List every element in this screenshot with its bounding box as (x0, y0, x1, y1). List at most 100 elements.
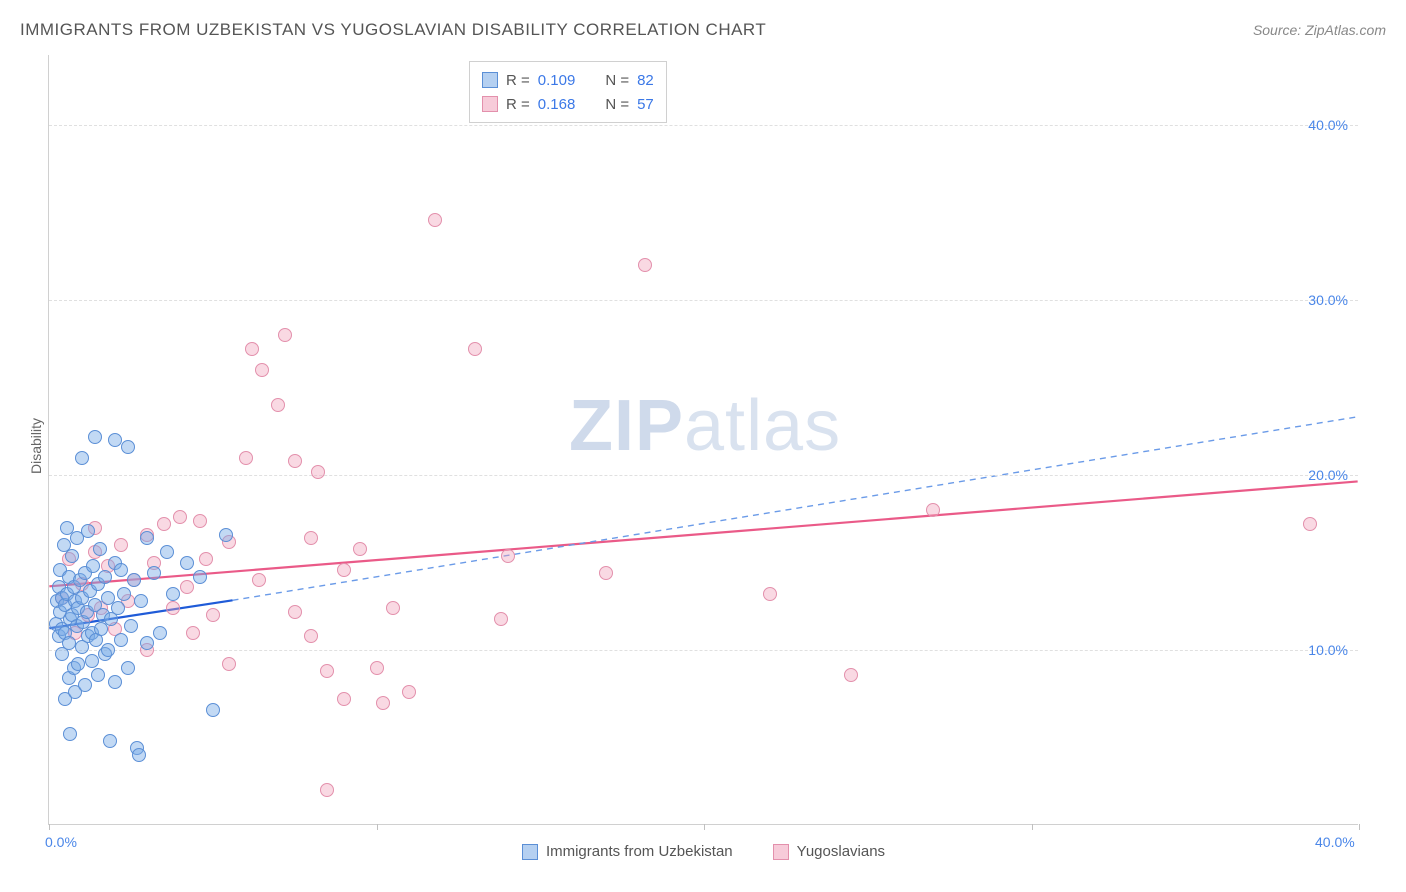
scatter-point (288, 454, 302, 468)
scatter-point (98, 570, 112, 584)
scatter-point (180, 580, 194, 594)
scatter-point (85, 654, 99, 668)
scatter-point (337, 692, 351, 706)
scatter-point (62, 636, 76, 650)
scatter-point (353, 542, 367, 556)
scatter-point (166, 587, 180, 601)
y-axis-label: Disability (28, 418, 44, 474)
scatter-point (75, 451, 89, 465)
scatter-point (304, 531, 318, 545)
scatter-point (763, 587, 777, 601)
scatter-point (124, 619, 138, 633)
y-tick-label: 40.0% (1308, 117, 1348, 133)
swatch-pink-icon (482, 96, 498, 112)
scatter-point (193, 514, 207, 528)
trend-lines-layer (49, 55, 1358, 824)
scatter-point (114, 633, 128, 647)
scatter-point (304, 629, 318, 643)
scatter-point (140, 531, 154, 545)
x-tick-label: 40.0% (1315, 834, 1355, 850)
source-credit: Source: ZipAtlas.com (1253, 22, 1386, 38)
swatch-blue-icon (522, 844, 538, 860)
scatter-point (103, 734, 117, 748)
legend-entry-pink: Yugoslavians (773, 843, 885, 860)
watermark: ZIPatlas (569, 385, 841, 467)
scatter-point (117, 587, 131, 601)
chart-plot-area: ZIPatlas R = 0.109 N = 82 R = 0.168 N = … (48, 55, 1358, 825)
scatter-point (86, 559, 100, 573)
scatter-point (271, 398, 285, 412)
scatter-point (926, 503, 940, 517)
scatter-point (638, 258, 652, 272)
scatter-point (320, 664, 334, 678)
scatter-point (501, 549, 515, 563)
gridline (49, 475, 1358, 476)
scatter-point (101, 643, 115, 657)
stats-legend: R = 0.109 N = 82 R = 0.168 N = 57 (469, 61, 667, 123)
scatter-point (160, 545, 174, 559)
chart-header: IMMIGRANTS FROM UZBEKISTAN VS YUGOSLAVIA… (20, 20, 1386, 40)
scatter-point (114, 563, 128, 577)
gridline (49, 300, 1358, 301)
scatter-point (114, 538, 128, 552)
scatter-point (206, 608, 220, 622)
scatter-point (173, 510, 187, 524)
scatter-point (121, 661, 135, 675)
scatter-point (166, 601, 180, 615)
scatter-point (337, 563, 351, 577)
scatter-point (255, 363, 269, 377)
x-tick-label: 0.0% (45, 834, 77, 850)
scatter-point (239, 451, 253, 465)
trend-line (233, 417, 1358, 601)
scatter-point (147, 566, 161, 580)
scatter-point (140, 636, 154, 650)
scatter-point (121, 440, 135, 454)
scatter-point (134, 594, 148, 608)
scatter-point (599, 566, 613, 580)
scatter-point (844, 668, 858, 682)
x-tick (1359, 824, 1360, 830)
scatter-point (245, 342, 259, 356)
scatter-point (93, 542, 107, 556)
x-tick (704, 824, 705, 830)
scatter-point (63, 727, 77, 741)
x-tick (49, 824, 50, 830)
scatter-point (180, 556, 194, 570)
scatter-point (108, 675, 122, 689)
scatter-point (186, 626, 200, 640)
scatter-point (127, 573, 141, 587)
scatter-point (428, 213, 442, 227)
scatter-point (288, 605, 302, 619)
scatter-point (199, 552, 213, 566)
legend-entry-blue: Immigrants from Uzbekistan (522, 843, 733, 860)
series-legend: Immigrants from Uzbekistan Yugoslavians (49, 843, 1358, 860)
x-tick (377, 824, 378, 830)
gridline (49, 125, 1358, 126)
scatter-point (219, 528, 233, 542)
scatter-point (81, 524, 95, 538)
x-tick (1032, 824, 1033, 830)
scatter-point (252, 573, 266, 587)
scatter-point (320, 783, 334, 797)
scatter-point (494, 612, 508, 626)
scatter-point (222, 657, 236, 671)
scatter-point (111, 601, 125, 615)
gridline (49, 650, 1358, 651)
scatter-point (193, 570, 207, 584)
y-tick-label: 20.0% (1308, 467, 1348, 483)
scatter-point (402, 685, 416, 699)
scatter-point (157, 517, 171, 531)
scatter-point (206, 703, 220, 717)
scatter-point (468, 342, 482, 356)
swatch-blue-icon (482, 72, 498, 88)
scatter-point (311, 465, 325, 479)
scatter-point (1303, 517, 1317, 531)
scatter-point (370, 661, 384, 675)
chart-title: IMMIGRANTS FROM UZBEKISTAN VS YUGOSLAVIA… (20, 20, 766, 40)
scatter-point (278, 328, 292, 342)
scatter-point (71, 657, 85, 671)
scatter-point (91, 668, 105, 682)
scatter-point (108, 433, 122, 447)
scatter-point (386, 601, 400, 615)
stats-row-blue: R = 0.109 N = 82 (482, 68, 654, 92)
